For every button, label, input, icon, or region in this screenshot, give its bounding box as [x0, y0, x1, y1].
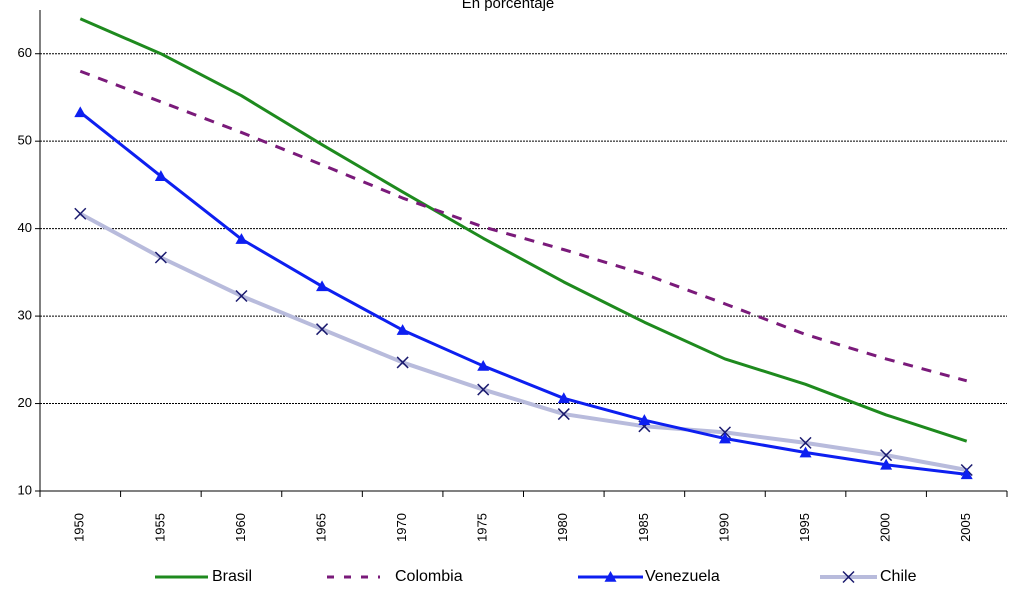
y-tick-label-50: 50: [18, 133, 32, 148]
x-tick-label-1990: 1990: [716, 513, 731, 542]
data-point-venezuela-1955: [154, 170, 167, 181]
data-point-chile-1970: [396, 356, 409, 369]
data-point-venezuela-1965: [316, 280, 329, 292]
data-point-venezuela-2000: [880, 458, 893, 470]
legend-label-chile: Chile: [880, 568, 917, 585]
y-tick-label-40: 40: [18, 220, 32, 235]
data-point-chile-1950: [74, 207, 87, 220]
data-point-venezuela-1990: [718, 432, 731, 444]
data-point-chile-1955: [154, 251, 167, 264]
x-tick-label-1960: 1960: [233, 513, 248, 542]
legend-label-brasil: Brasil: [212, 568, 252, 585]
series-venezuela: [74, 106, 973, 480]
data-point-chile-2000: [880, 449, 893, 462]
x-tick-label-1965: 1965: [313, 513, 328, 542]
legend-item-colombia: Colombia: [327, 568, 463, 585]
series-brasil: [79, 17, 968, 443]
series-line-chile: [79, 212, 968, 472]
series-line-brasil: [79, 17, 968, 443]
data-point-venezuela-1960: [235, 233, 248, 244]
data-point-chile-1995: [799, 436, 812, 449]
y-tick-label-60: 60: [18, 45, 32, 60]
x-tick-label-2000: 2000: [878, 513, 893, 542]
series-colombia: [79, 69, 968, 383]
legend-label-venezuela: Venezuela: [645, 568, 720, 585]
x-tick-label-1995: 1995: [797, 513, 812, 542]
legend: Brasil Colombia Venezuela Chile: [155, 568, 917, 585]
data-point-chile-1975: [477, 383, 490, 396]
series-group: [74, 17, 973, 480]
x-tick-label-1955: 1955: [152, 513, 167, 542]
data-point-venezuela-1980: [557, 392, 570, 404]
gridlines: [40, 53, 1007, 405]
data-point-venezuela-1970: [396, 324, 409, 335]
legend-item-venezuela: Venezuela: [578, 568, 720, 585]
legend-item-brasil: Brasil: [155, 568, 252, 585]
data-point-chile-1980: [557, 408, 570, 421]
x-tick-label-1985: 1985: [636, 513, 651, 542]
series-chile: [74, 207, 973, 477]
y-tick-label-10: 10: [18, 482, 32, 497]
chart-subtitle: En porcentaje: [462, 0, 555, 12]
legend-label-colombia: Colombia: [395, 568, 463, 585]
y-tick-label-20: 20: [18, 395, 32, 410]
data-point-chile-1960: [235, 289, 248, 303]
x-tick-label-1980: 1980: [555, 513, 570, 542]
data-point-venezuela-1985: [638, 414, 651, 425]
legend-marker-chile: [842, 570, 855, 584]
y-tick-label-30: 30: [18, 308, 32, 323]
data-point-venezuela-1950: [74, 106, 87, 118]
data-point-venezuela-1975: [477, 359, 490, 371]
x-tick-label-1950: 1950: [72, 513, 87, 542]
legend-item-chile: Chile: [820, 568, 917, 585]
x-tick-label-1975: 1975: [475, 513, 490, 542]
data-point-chile-1965: [316, 323, 329, 336]
axes: 10 20 30 40 50 60 1950 1955 1960 1965 1970 1975 1980…: [18, 10, 1008, 542]
x-tick-label-1970: 1970: [394, 513, 409, 542]
series-line-colombia: [79, 69, 968, 383]
data-point-venezuela-1995: [799, 446, 812, 458]
data-point-venezuela-2005: [960, 468, 973, 480]
data-point-chile-1990: [718, 426, 731, 439]
legend-marker-venezuela: [604, 571, 617, 582]
series-line-venezuela: [79, 111, 967, 476]
x-tick-label-2005: 2005: [958, 513, 973, 542]
